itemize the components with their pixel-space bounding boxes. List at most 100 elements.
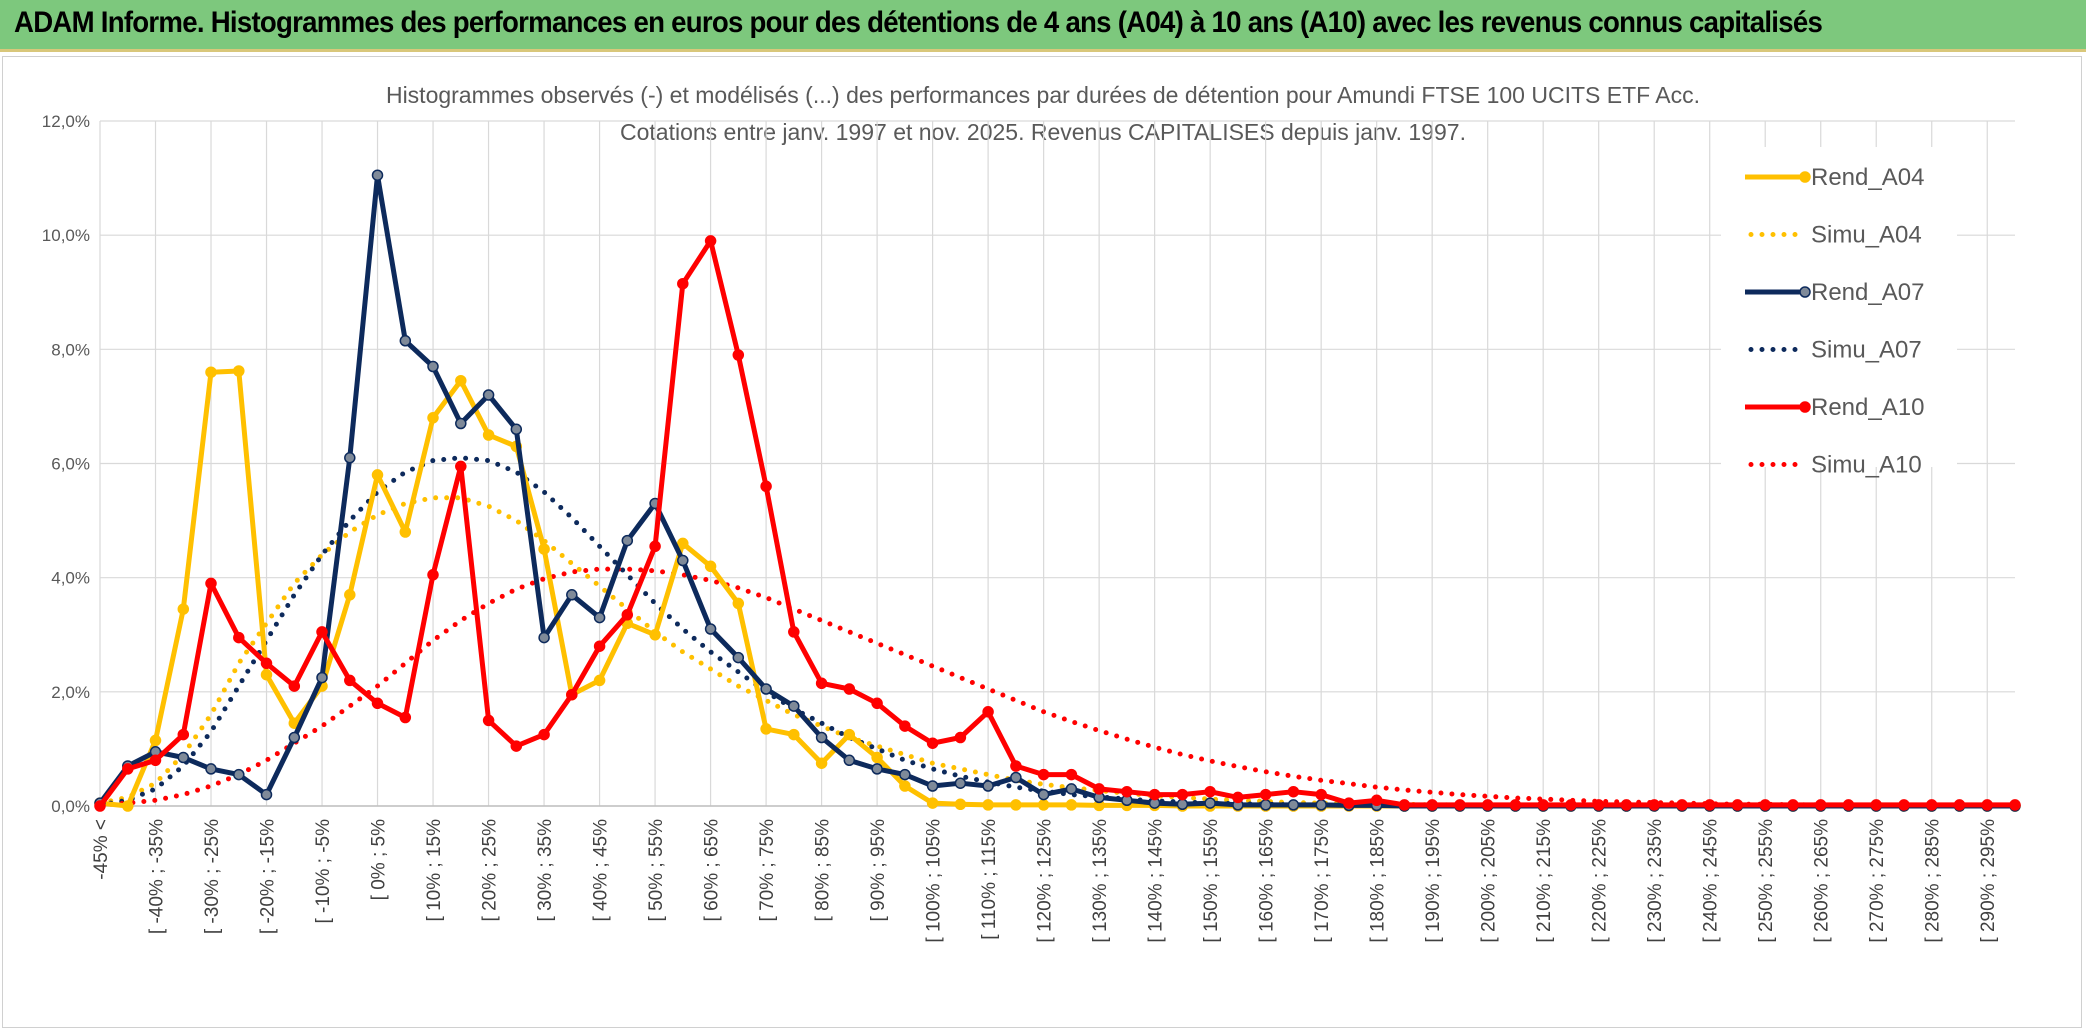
data-point (1731, 799, 1744, 811)
data-point (649, 629, 661, 641)
data-point (1981, 799, 1993, 811)
series-Simu_A07 (97, 455, 2018, 809)
chart-subtitle: Cotations entre janv. 1997 et nov. 2025.… (620, 119, 1466, 145)
series-Rend_A10 (94, 235, 2021, 812)
y-axis: 0,0% 2,0% 4,0% 6,0% 8,0% 10,0% 12,0% (42, 112, 90, 816)
legend-label: Simu_A10 (1811, 452, 1922, 479)
data-point (344, 589, 356, 601)
data-point (538, 543, 550, 555)
data-point (1204, 785, 1216, 798)
x-tick-label: [ 180% ; 185% (1368, 819, 1389, 943)
data-point (1620, 799, 1633, 811)
data-point (177, 751, 190, 764)
data-point (1315, 788, 1327, 801)
data-point (926, 780, 939, 792)
data-point (1287, 785, 1300, 798)
data-point (760, 723, 772, 735)
data-point (1176, 798, 1189, 811)
data-point (788, 700, 800, 712)
data-point (482, 389, 495, 401)
x-tick-label: [ 210% ; 215% (1534, 819, 1555, 943)
legend-item-Simu_A04: Simu_A04 (1748, 222, 1922, 249)
data-point (427, 412, 439, 424)
series-Simu_A10 (97, 566, 2018, 809)
data-point (1509, 799, 1522, 811)
data-point (1232, 791, 1244, 804)
data-point (677, 554, 689, 567)
legend-marker (1799, 401, 1811, 413)
x-tick-label: [ 0% ; 5% (369, 819, 390, 900)
legend-marker (1799, 286, 1811, 298)
x-tick-label: [ -30% ; -25% (202, 819, 223, 934)
data-point (954, 731, 967, 744)
data-point (1814, 799, 1827, 811)
x-tick-label: [ 50% ; 55% (646, 819, 667, 922)
x-tick-label: [ 120% ; 125% (1035, 819, 1056, 943)
data-point (482, 714, 495, 727)
data-point (954, 798, 967, 811)
data-point (1037, 788, 1050, 801)
legend-label: Rend_A07 (1811, 279, 1924, 306)
data-point (399, 335, 412, 347)
series-line (97, 566, 2018, 809)
data-point (538, 631, 550, 644)
data-point (260, 788, 273, 801)
data-point (344, 674, 356, 687)
legend-item-Rend_A04: Rend_A04 (1745, 164, 1924, 191)
data-point (233, 365, 245, 377)
legend-item-Rend_A10: Rend_A10 (1745, 394, 1924, 421)
series-Simu_A04 (97, 495, 2018, 809)
data-point (427, 569, 439, 581)
data-point (1953, 799, 1966, 811)
data-point (566, 688, 578, 701)
data-point (344, 452, 356, 464)
x-tick-label: [ 270% ; 275% (1867, 819, 1888, 943)
data-point (177, 728, 190, 741)
data-point (566, 589, 578, 601)
data-point (982, 780, 994, 792)
series-layer (94, 169, 2021, 812)
x-tick-label: [ 140% ; 145% (1146, 819, 1167, 943)
legend-label: Rend_A10 (1811, 394, 1924, 421)
y-tick-label: 12,0% (42, 112, 90, 131)
data-point (1370, 794, 1383, 807)
legend-label: Simu_A07 (1811, 337, 1922, 364)
x-tick-label: [ 40% ; 45% (591, 819, 612, 922)
data-point (899, 720, 911, 732)
x-tick-label: [ 80% ; 85% (813, 819, 834, 922)
data-point (455, 460, 467, 473)
data-point (94, 800, 106, 812)
legend: Rend_A04 Simu_A04 Rend_A07 Simu_A07 Rend_A10… (1745, 164, 1924, 479)
data-point (926, 737, 939, 749)
data-point (1315, 799, 1327, 811)
data-point (982, 799, 994, 811)
data-point (1703, 799, 1716, 811)
x-tick-label: [ 160% ; 165% (1257, 819, 1278, 943)
data-point (1065, 783, 1078, 795)
data-point (1759, 799, 1771, 811)
data-point (149, 754, 162, 767)
legend-item-Rend_A07: Rend_A07 (1745, 279, 1924, 306)
data-point (1259, 788, 1272, 801)
data-point (593, 640, 606, 652)
data-point (1898, 799, 1910, 811)
x-tick-label: [ 100% ; 105% (924, 819, 945, 943)
data-point (788, 626, 800, 638)
chart: Histogrammes observés (-) et modélisés (… (42, 82, 2021, 943)
data-point (122, 800, 134, 812)
x-tick-label: [ 200% ; 205% (1479, 819, 1500, 943)
y-tick-label: 10,0% (42, 226, 90, 245)
x-tick-label: [ 230% ; 235% (1645, 819, 1666, 943)
legend-label: Rend_A04 (1811, 164, 1924, 191)
legend-item-Simu_A07: Simu_A07 (1748, 337, 1922, 364)
y-tick-label: 4,0% (51, 569, 90, 588)
data-point (899, 768, 911, 781)
data-point (871, 751, 883, 764)
data-point (1565, 799, 1577, 811)
data-point (1037, 799, 1050, 811)
data-point (371, 697, 384, 710)
data-point (122, 763, 134, 775)
x-tick-label: [ 220% ; 225% (1590, 819, 1611, 943)
data-point (1648, 799, 1660, 811)
data-point (1204, 797, 1216, 809)
